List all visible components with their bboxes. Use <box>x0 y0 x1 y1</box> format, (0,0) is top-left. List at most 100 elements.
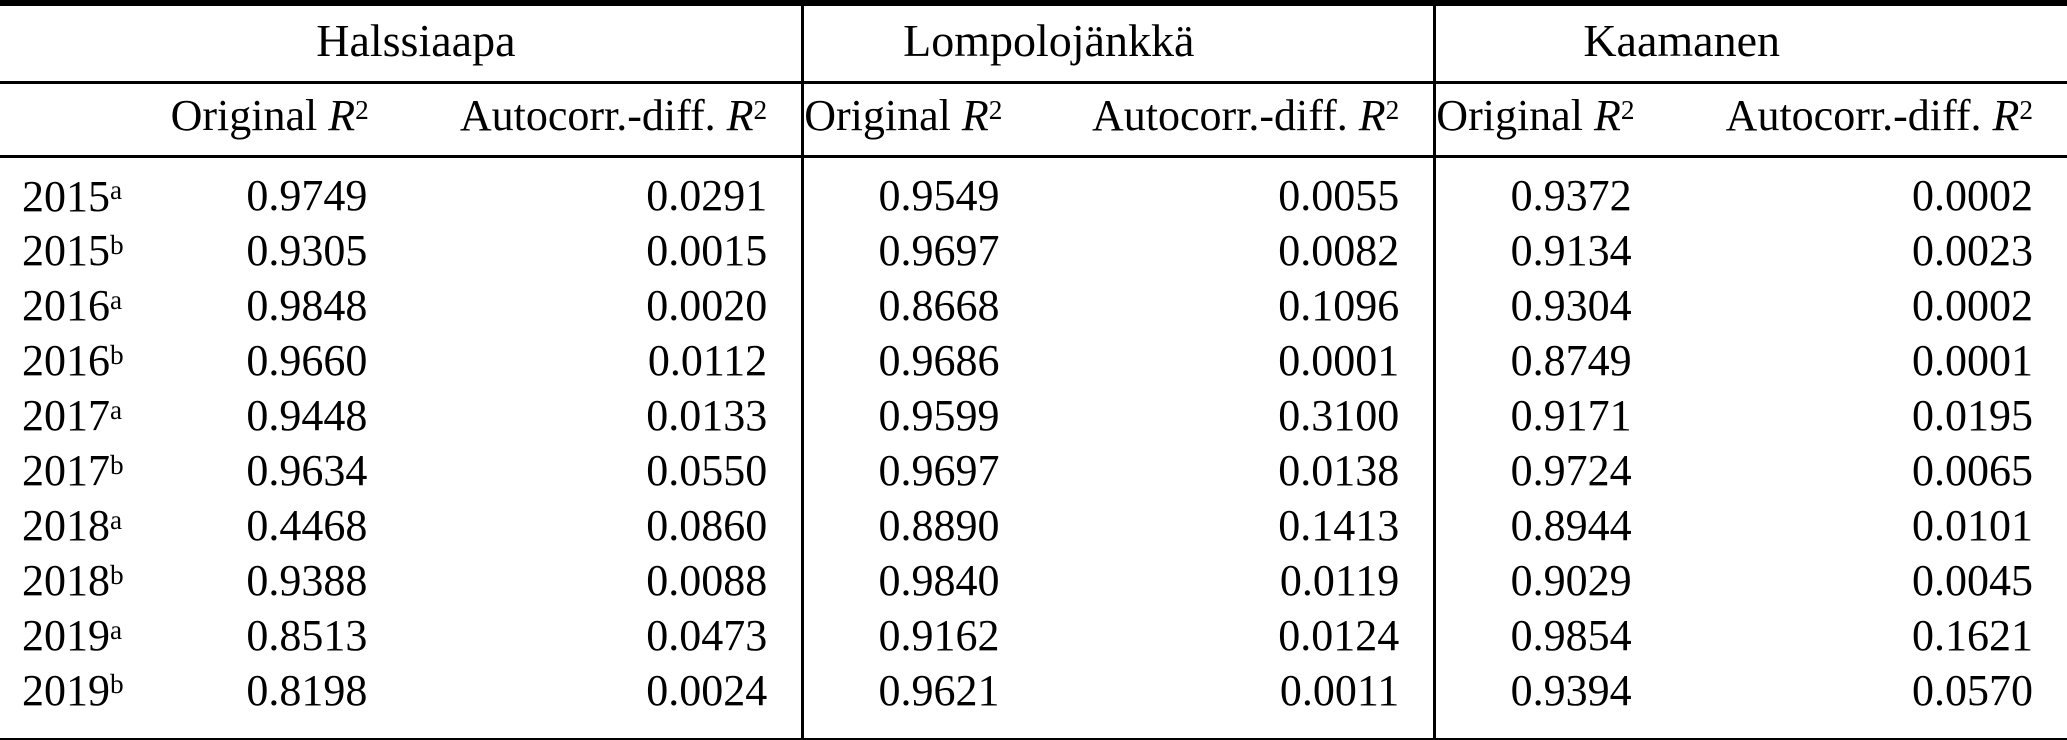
year-label: 2016 <box>22 336 110 385</box>
table-row-2015a: 2015a 0.9749 0.0291 0.9549 0.0055 0.9372… <box>0 156 2067 224</box>
year-superscript: a <box>110 394 123 425</box>
year-superscript: a <box>110 504 123 535</box>
cell-halssiaapa-autocorr: 0.0291 <box>646 171 768 220</box>
year-cell: 2015a <box>0 157 171 224</box>
cell-lompolojankka-original: 0.9697 <box>801 443 1034 498</box>
year-label: 2017 <box>22 446 110 495</box>
year-cell: 2019a <box>0 608 171 663</box>
cell-lompolojankka-autocorr: 0.0055 <box>1278 171 1400 220</box>
year-label: 2019 <box>22 611 110 660</box>
cell-halssiaapa-autocorr: 0.0020 <box>646 281 768 330</box>
corner-cell <box>0 3 171 84</box>
table-row-2019a: 2019a 0.8513 0.0473 0.9162 0.0124 0.9854… <box>0 608 2067 663</box>
subheader-kaamanen-autocorr-r2: Autocorr.-diff. R2 <box>1665 82 2067 158</box>
cell-halssiaapa-autocorr: 0.0112 <box>647 336 768 385</box>
cell-kaamanen-original: 0.9134 <box>1433 223 1666 278</box>
cell-lompolojankka-original: 0.9621 <box>801 663 1034 740</box>
cell-halssiaapa-autocorr: 0.0015 <box>646 226 768 275</box>
cell-kaamanen-original: 0.9394 <box>1433 663 1666 740</box>
cell-halssiaapa-autocorr: 0.0088 <box>646 556 768 605</box>
group-header-halssiaapa: Halssiaapa <box>170 3 803 84</box>
cell-halssiaapa-original: 0.8513 <box>246 611 368 660</box>
cell-kaamanen-autocorr: 0.0023 <box>1912 226 2033 275</box>
table-row-2018a: 2018a 0.4468 0.0860 0.8890 0.1413 0.8944… <box>0 498 2067 553</box>
cell-halssiaapa-original: 0.4468 <box>246 501 368 550</box>
cell-halssiaapa-original: 0.9660 <box>246 336 368 385</box>
year-label: 2018 <box>22 501 110 550</box>
table-row-2017a: 2017a 0.9448 0.0133 0.9599 0.3100 0.9171… <box>0 388 2067 443</box>
cell-kaamanen-original: 0.9029 <box>1433 553 1666 608</box>
year-cell: 2019b <box>0 663 171 740</box>
cell-lompolojankka-original: 0.9549 <box>801 156 1034 223</box>
table-row-2019b: 2019b 0.8198 0.0024 0.9621 0.0011 0.9394… <box>0 663 2067 740</box>
cell-kaamanen-autocorr: 0.0002 <box>1912 171 2033 220</box>
cell-halssiaapa-original: 0.9305 <box>246 226 368 275</box>
cell-halssiaapa-original: 0.9388 <box>246 556 368 605</box>
cell-kaamanen-autocorr: 0.0002 <box>1912 281 2033 330</box>
cell-halssiaapa-original: 0.9448 <box>246 391 368 440</box>
year-superscript: b <box>110 229 124 260</box>
year-label: 2016 <box>22 281 110 330</box>
cell-kaamanen-autocorr: 0.0001 <box>1912 336 2033 385</box>
subheader-halssiaapa-original-r2: Original R2 <box>170 82 402 158</box>
cell-lompolojankka-original: 0.9686 <box>801 333 1034 388</box>
cell-kaamanen-original: 0.9171 <box>1433 388 1666 443</box>
cell-lompolojankka-autocorr: 0.0001 <box>1278 336 1400 385</box>
year-cell: 2017a <box>0 388 171 443</box>
cell-halssiaapa-original: 0.9749 <box>246 171 368 220</box>
cell-kaamanen-original: 0.9304 <box>1433 278 1666 333</box>
year-label: 2017 <box>22 391 110 440</box>
cell-halssiaapa-autocorr: 0.0024 <box>646 666 768 715</box>
cell-kaamanen-autocorr: 0.0570 <box>1912 666 2033 715</box>
cell-kaamanen-autocorr: 0.0065 <box>1912 446 2033 495</box>
cell-kaamanen-original: 0.9372 <box>1433 156 1666 223</box>
cell-halssiaapa-original: 0.9848 <box>246 281 368 330</box>
cell-kaamanen-original: 0.8944 <box>1433 498 1666 553</box>
cell-lompolojankka-original: 0.9599 <box>801 388 1034 443</box>
cell-halssiaapa-autocorr: 0.0860 <box>646 501 768 550</box>
year-label: 2015 <box>22 226 110 275</box>
group-header-kaamanen: Kaamanen <box>1433 3 2067 84</box>
cell-kaamanen-autocorr: 0.0045 <box>1912 556 2033 605</box>
cell-lompolojankka-autocorr: 0.0138 <box>1278 446 1400 495</box>
cell-halssiaapa-autocorr: 0.0133 <box>646 391 768 440</box>
cell-halssiaapa-autocorr: 0.0550 <box>646 446 768 495</box>
cell-lompolojankka-autocorr: 0.1413 <box>1278 501 1400 550</box>
year-label: 2015 <box>22 171 110 221</box>
year-column-header <box>0 82 171 158</box>
subheader-kaamanen-original-r2: Original R2 <box>1433 82 1666 158</box>
cell-kaamanen-autocorr: 0.0195 <box>1912 391 2033 440</box>
cell-kaamanen-original: 0.8749 <box>1433 333 1666 388</box>
year-superscript: a <box>110 614 123 645</box>
subheader-row: Original R2 Autocorr.-diff. R2 Original … <box>0 82 2067 158</box>
table-row-2017b: 2017b 0.9634 0.0550 0.9697 0.0138 0.9724… <box>0 443 2067 498</box>
cell-lompolojankka-autocorr: 0.1096 <box>1278 281 1400 330</box>
table-row-2015b: 2015b 0.9305 0.0015 0.9697 0.0082 0.9134… <box>0 223 2067 278</box>
subheader-lompolojankka-original-r2: Original R2 <box>801 82 1034 158</box>
year-superscript: a <box>110 284 123 315</box>
table-row-2016a: 2016a 0.9848 0.0020 0.8668 0.1096 0.9304… <box>0 278 2067 333</box>
year-superscript: b <box>110 559 124 590</box>
cell-lompolojankka-original: 0.8668 <box>801 278 1034 333</box>
group-header-lompolojankka: Lompolojänkkä <box>801 3 1435 84</box>
cell-kaamanen-autocorr: 0.1621 <box>1912 611 2033 660</box>
cell-lompolojankka-autocorr: 0.0082 <box>1278 226 1400 275</box>
cell-lompolojankka-original: 0.9840 <box>801 553 1034 608</box>
year-superscript: b <box>110 339 124 370</box>
year-label: 2019 <box>22 665 110 715</box>
year-cell: 2016a <box>0 278 171 333</box>
cell-kaamanen-autocorr: 0.0101 <box>1912 501 2033 550</box>
year-cell: 2018b <box>0 553 171 608</box>
cell-lompolojankka-autocorr: 0.0124 <box>1278 611 1400 660</box>
cell-lompolojankka-autocorr: 0.3100 <box>1278 391 1400 440</box>
cell-halssiaapa-autocorr: 0.0473 <box>646 611 768 660</box>
group-header-row: Halssiaapa Lompolojänkkä Kaamanen <box>0 3 2067 84</box>
cell-lompolojankka-autocorr: 0.0119 <box>1279 556 1400 605</box>
year-cell: 2017b <box>0 443 171 498</box>
year-cell: 2018a <box>0 498 171 553</box>
table-row-2016b: 2016b 0.9660 0.0112 0.9686 0.0001 0.8749… <box>0 333 2067 388</box>
year-cell: 2015b <box>0 223 171 278</box>
cell-halssiaapa-original: 0.8198 <box>246 666 368 715</box>
